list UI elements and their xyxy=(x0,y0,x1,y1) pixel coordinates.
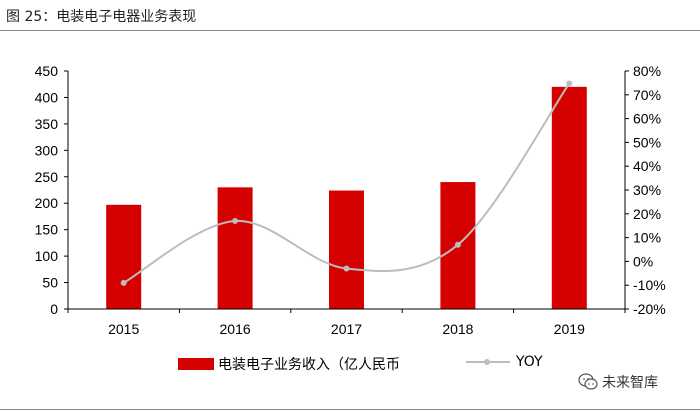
bar-2016 xyxy=(217,187,253,309)
chart-legend: 电装电子业务收入（亿人民币 YOY xyxy=(0,354,700,376)
legend-label-yoy: YOY xyxy=(516,354,543,370)
bar-2017 xyxy=(329,190,364,309)
left-tick-label: 350 xyxy=(35,116,59,132)
legend-bar-swatch xyxy=(178,358,214,370)
watermark-text: 未来智库 xyxy=(602,375,658,391)
left-tick-label: 200 xyxy=(35,195,59,211)
left-tick-label: 400 xyxy=(35,89,59,105)
bar-2019 xyxy=(551,86,587,309)
yoy-line xyxy=(123,82,571,284)
right-tick-label: 70% xyxy=(633,87,661,103)
bottom-divider xyxy=(0,409,700,410)
yoy-point-2015 xyxy=(120,279,127,286)
right-tick-label: 40% xyxy=(633,158,661,174)
figure-caption: 图 25：电装电子电器业务表现 xyxy=(6,9,197,25)
right-tick-label: 80% xyxy=(633,63,661,79)
bar-2015 xyxy=(106,204,142,309)
x-tick-label: 2015 xyxy=(108,321,139,337)
right-tick-label: 0% xyxy=(633,253,653,269)
left-tick-label: 250 xyxy=(35,169,59,185)
legend-item-revenue: 电装电子业务收入（亿人民币 xyxy=(178,354,400,374)
yoy-point-2019 xyxy=(566,80,573,87)
right-tick-label: 20% xyxy=(633,206,661,222)
right-tick-label: -10% xyxy=(633,277,666,293)
x-tick-label: 2019 xyxy=(554,321,585,337)
left-tick-label: 50 xyxy=(42,275,58,291)
left-tick-label: 450 xyxy=(35,63,59,79)
legend-item-yoy: YOY xyxy=(466,354,543,370)
yoy-point-2016 xyxy=(232,217,239,224)
legend-line-swatch xyxy=(466,356,510,368)
right-tick-label: 60% xyxy=(633,111,661,127)
wechat-icon xyxy=(578,373,598,390)
right-tick-label: 50% xyxy=(633,134,661,150)
top-divider xyxy=(0,30,700,31)
left-tick-label: 300 xyxy=(35,142,59,158)
x-tick-label: 2018 xyxy=(442,321,473,337)
x-tick-label: 2016 xyxy=(220,321,251,337)
right-tick-label: -20% xyxy=(633,301,666,317)
x-tick-label: 2017 xyxy=(331,321,362,337)
yoy-point-2018 xyxy=(454,241,461,248)
yoy-point-2017 xyxy=(343,265,350,272)
right-tick-label: 10% xyxy=(633,230,661,246)
left-tick-label: 100 xyxy=(35,248,59,264)
left-tick-label: 0 xyxy=(50,301,58,317)
legend-label-revenue: 电装电子业务收入（亿人民币 xyxy=(218,357,400,373)
right-tick-label: 30% xyxy=(633,182,661,198)
watermark: 未来智库 xyxy=(578,372,658,392)
left-tick-label: 150 xyxy=(35,222,59,238)
